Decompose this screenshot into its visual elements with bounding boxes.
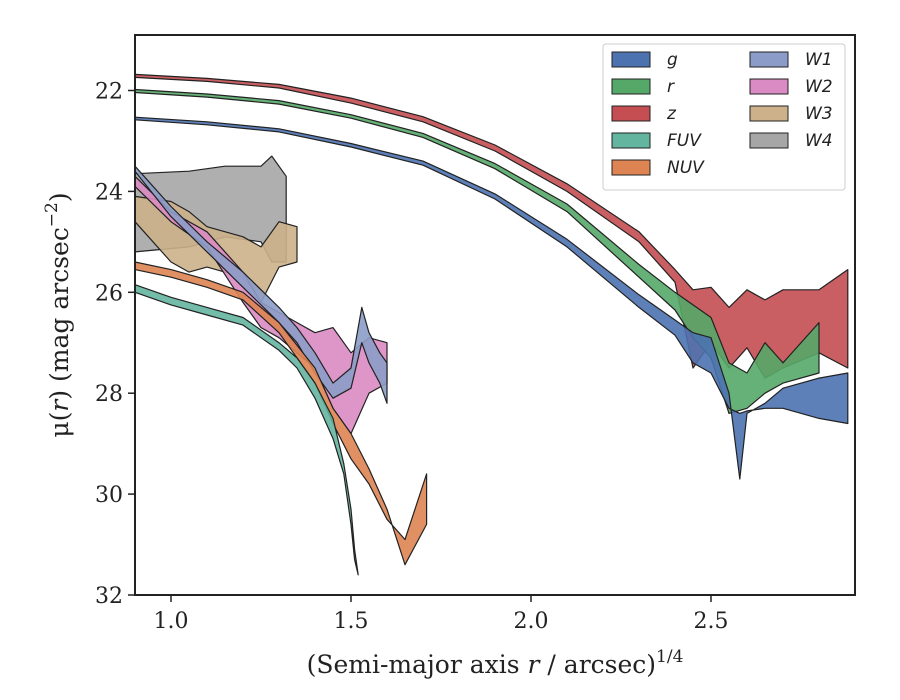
- y-tick-label: 32: [95, 584, 123, 609]
- band-NUV: [134, 261, 428, 566]
- band-FUV: [134, 284, 359, 576]
- legend: grz FUV NUV W1 W2 W3 W4: [602, 43, 846, 191]
- y-axis-label: μ(r) (mag arcsec−2): [42, 192, 74, 437]
- legend-swatch-W4: [749, 132, 789, 149]
- legend-swatch-FUV: [611, 132, 651, 149]
- y-tick-label: 26: [95, 281, 123, 306]
- x-tick-label: 2.5: [694, 609, 729, 634]
- legend-label-W3: W3: [805, 104, 833, 124]
- legend-label-W4: W4: [805, 131, 833, 151]
- band-z: [134, 73, 849, 379]
- x-tick-label: 1.0: [154, 609, 189, 634]
- legend-swatch-r: [611, 78, 651, 95]
- x-axis-ticks: 1.0 1.5 2.0 2.5: [154, 595, 729, 634]
- legend-label-NUV: NUV: [667, 158, 705, 178]
- profile-bands: [134, 73, 849, 576]
- legend-label-W2: W2: [805, 77, 833, 97]
- x-tick-label: 1.5: [334, 609, 369, 634]
- legend-swatch-W3: [749, 105, 789, 122]
- legend-swatch-NUV: [611, 159, 651, 176]
- y-axis-ticks: 22 24 26 28 30 32: [95, 79, 135, 609]
- y-tick-label: 28: [95, 382, 123, 407]
- legend-swatch-W1: [749, 51, 789, 68]
- x-axis-label: (Semi-major axis r / arcsec)1/4: [307, 647, 684, 679]
- legend-swatch-z: [611, 105, 651, 122]
- x-tick-label: 2.0: [514, 609, 549, 634]
- y-tick-label: 24: [95, 180, 123, 205]
- legend-swatch-g: [611, 51, 651, 68]
- legend-label-W1: W1: [805, 50, 833, 70]
- band-g: [134, 116, 849, 480]
- legend-label-FUV: FUV: [667, 131, 702, 151]
- legend-label-g: g: [667, 50, 678, 70]
- plot-frame: [134, 34, 856, 596]
- legend-label-r: r: [667, 77, 675, 97]
- y-tick-label: 22: [95, 79, 123, 104]
- band-W1: [134, 165, 388, 404]
- y-tick-label: 30: [95, 483, 123, 508]
- legend-swatch-W2: [749, 78, 789, 95]
- band-r: [134, 88, 820, 414]
- legend-label-z: z: [666, 104, 677, 124]
